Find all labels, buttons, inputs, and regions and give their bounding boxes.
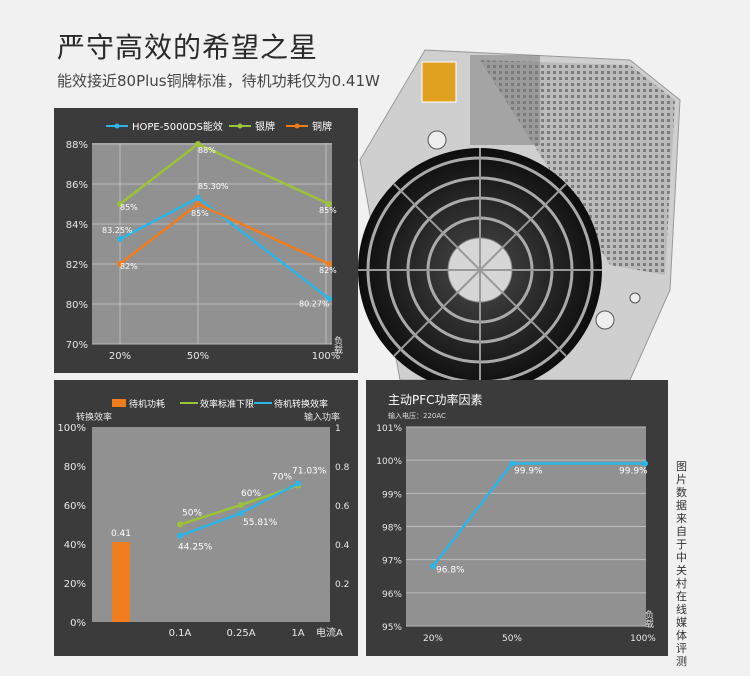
efficiency-chart-panel: 70% 80% 82% 84% 86% 88% 20% 50% 100% 负载 HOPE-5000D… — [54, 108, 358, 373]
legend-label: 效率标准下限 — [200, 398, 254, 410]
data-point — [642, 460, 648, 467]
y-tick-label: 98% — [382, 524, 402, 534]
data-point — [177, 521, 183, 528]
y-right-tick-label: 0.4 — [335, 541, 350, 551]
x-tick-label: 50% — [502, 634, 522, 644]
y-tick-label: 100% — [376, 457, 402, 467]
legend-label: 银牌 — [255, 120, 275, 133]
x-axis-unit-label: 电流A — [316, 626, 343, 639]
legend-label: 铜牌 — [312, 120, 332, 133]
data-label: 82% — [319, 266, 337, 275]
y-left-axis-label: 转换效率 — [76, 411, 112, 423]
data-point — [117, 201, 123, 207]
legend-swatch — [112, 399, 126, 407]
legend-label: HOPE-5000DS能效 — [132, 120, 223, 133]
efficiency-chart: 70% 80% 82% 84% 86% 88% 20% 50% 100%负载 HOPE-5000D… — [66, 120, 343, 362]
data-label: 85% — [319, 206, 337, 215]
data-point — [326, 295, 332, 302]
plot-area — [92, 143, 332, 344]
x-tick-label: 20% — [423, 634, 443, 644]
data-point — [195, 201, 201, 207]
x-tick-label: 0.25A — [226, 628, 255, 639]
y-tick-label: 97% — [382, 557, 402, 567]
pfc-chart-panel: 主动PFC功率因素输入电压：220AC 95% 96% 97% 98% 99% 100% 10… — [366, 380, 668, 656]
x-tick-label: 100% — [630, 634, 656, 644]
data-point — [195, 141, 201, 147]
data-point — [326, 201, 332, 207]
data-label: 88% — [198, 146, 216, 155]
standby-chart: 0% 20% 40% 60% 80% 100% 0.2 0.4 0.6 0.8 1 转换效率 输入功率 0… — [57, 398, 350, 639]
y-right-tick-label: 1 — [335, 424, 341, 434]
power-supply-image — [358, 49, 681, 392]
data-point — [117, 236, 123, 242]
y-tick-label: 70% — [66, 340, 88, 351]
x-tick-label: 0.1A — [169, 628, 192, 639]
data-point — [238, 502, 244, 508]
bar-data-label: 0.41 — [111, 529, 131, 539]
y-right-tick-label: 0.8 — [335, 463, 350, 473]
standby-chart-panel: 0% 20% 40% 60% 80% 100% 0.2 0.4 0.6 0.8 1 转换效率 输入功率 0… — [54, 380, 358, 656]
source-note: 图片数据来自于中关村在线媒体评测 — [676, 460, 687, 668]
y-tick-label: 88% — [66, 140, 88, 151]
legend-marker — [237, 123, 243, 129]
data-label: 60% — [241, 489, 261, 499]
data-label: 82% — [120, 262, 138, 271]
data-label: 83.25% — [102, 226, 133, 235]
page-subtitle: 能效接近80Plus铜牌标准，待机功耗仅为0.41W — [57, 72, 380, 90]
y-left-tick-label: 40% — [64, 540, 86, 551]
y-tick-label: 95% — [382, 623, 402, 633]
y-tick-label: 80% — [66, 300, 88, 311]
x-axis-unit-label: 负载 — [643, 609, 654, 629]
y-left-tick-label: 20% — [64, 579, 86, 590]
x-axis-unit-label: 负载 — [332, 335, 343, 355]
data-label: 80.27% — [299, 300, 330, 309]
data-point — [430, 563, 436, 570]
y-tick-label: 82% — [66, 260, 88, 271]
y-tick-label: 99% — [382, 490, 402, 500]
x-tick-label: 1A — [291, 628, 304, 639]
data-label: 55.81% — [243, 518, 278, 528]
y-left-tick-label: 100% — [57, 423, 86, 434]
legend-label: 待机功耗 — [129, 398, 165, 410]
data-point — [177, 532, 183, 539]
standby-power-bar — [112, 542, 130, 622]
data-label: 44.25% — [178, 543, 213, 553]
label-sticker-icon — [421, 61, 457, 103]
data-label: 85.30% — [198, 182, 229, 191]
y-left-tick-label: 0% — [70, 618, 86, 629]
y-left-tick-label: 60% — [64, 501, 86, 512]
y-tick-label: 96% — [382, 590, 402, 600]
y-right-axis-label: 输入功率 — [304, 411, 340, 423]
data-label: 96.8% — [436, 565, 465, 575]
chart-title: 主动PFC功率因素 — [388, 392, 483, 407]
data-point — [509, 460, 515, 467]
legend-marker — [114, 123, 120, 129]
y-tick-label: 101% — [376, 424, 402, 434]
chart-subtitle: 输入电压：220AC — [388, 411, 446, 420]
data-point — [195, 195, 201, 201]
x-tick-label: 100% — [312, 351, 341, 362]
data-label: 99.9% — [619, 466, 648, 476]
y-tick-label: 84% — [66, 220, 88, 231]
data-label: 70% — [272, 473, 292, 483]
x-tick-label: 20% — [109, 351, 131, 362]
y-right-tick-label: 0.6 — [335, 502, 350, 512]
legend-marker — [294, 123, 300, 129]
data-point — [295, 480, 301, 487]
page-title: 严守高效的希望之星 — [57, 31, 319, 64]
data-label: 85% — [191, 209, 209, 218]
data-label: 99.9% — [514, 466, 543, 476]
data-label: 50% — [182, 509, 202, 519]
data-point — [326, 261, 332, 267]
data-point — [117, 261, 123, 267]
y-left-tick-label: 80% — [64, 462, 86, 473]
y-right-tick-label: 0.2 — [335, 580, 349, 590]
y-tick-label: 86% — [66, 180, 88, 191]
legend-label: 待机转换效率 — [274, 398, 328, 410]
x-tick-label: 50% — [187, 351, 209, 362]
data-label: 71.03% — [292, 466, 327, 476]
data-label: 85% — [120, 203, 138, 212]
data-point — [238, 510, 244, 517]
